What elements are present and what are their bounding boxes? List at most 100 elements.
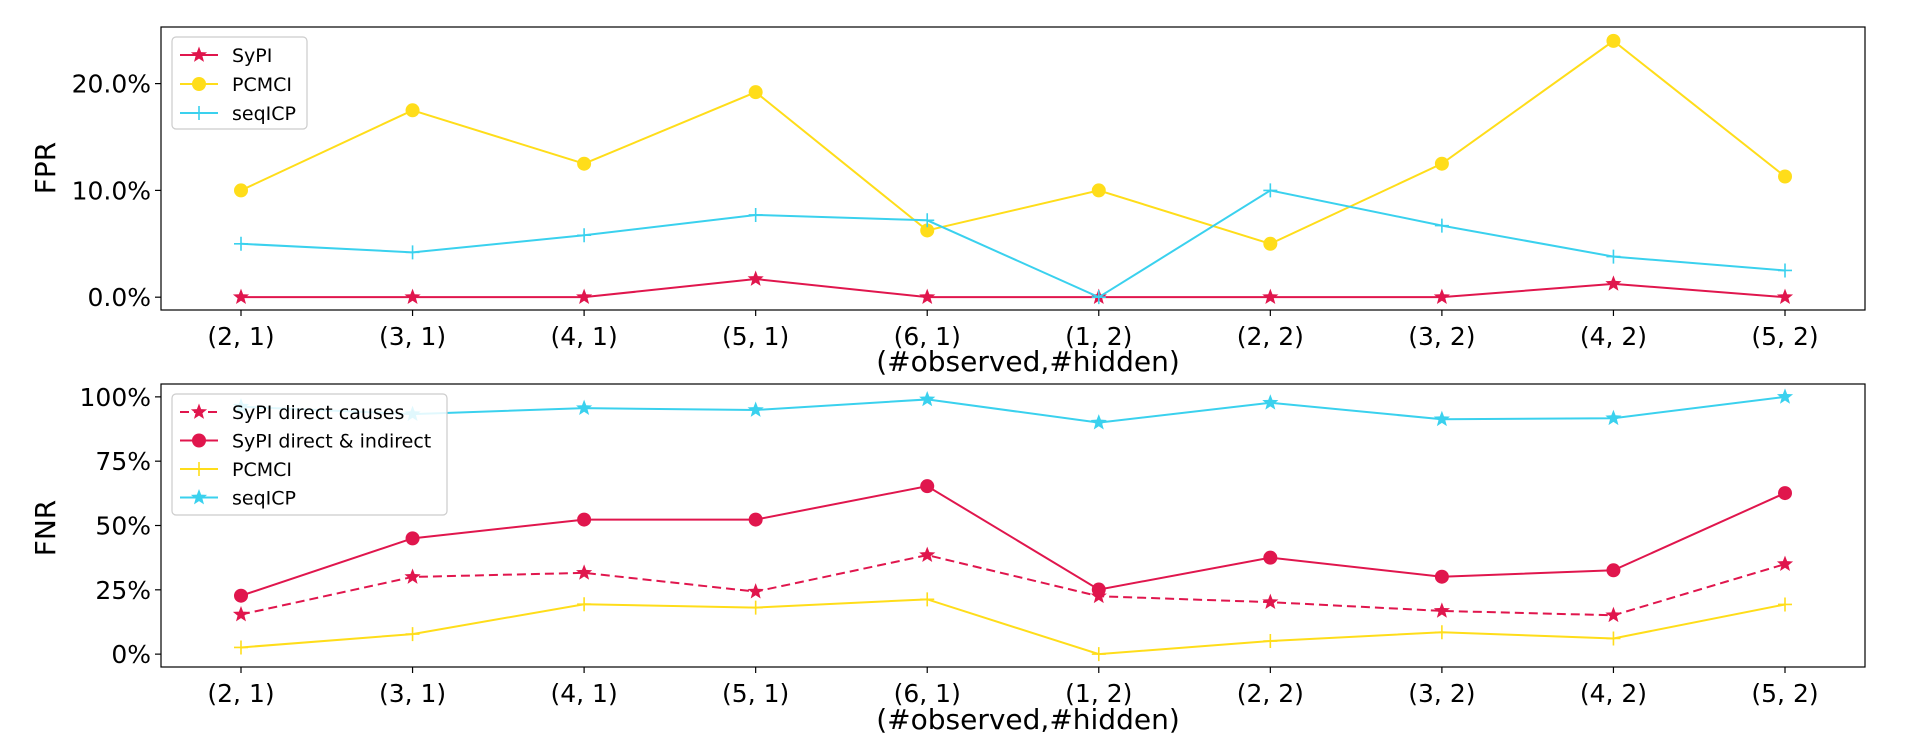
fnr-legend-marker — [192, 433, 206, 448]
fpr-sypi-point — [1433, 288, 1450, 305]
fnr-sypi-direct-causes-point — [747, 583, 764, 599]
fpr-pcmci-point — [1606, 33, 1621, 48]
fnr-series-seqicp — [232, 388, 1794, 430]
fpr-sypi-point — [747, 270, 764, 286]
fnr-seqicp-point — [1776, 388, 1794, 404]
fnr-sypi-direct-causes-point — [404, 568, 421, 584]
fnr-legend-marker — [192, 462, 206, 476]
fpr-panel: 0.0%10.0%20.0% (2, 1) (3, 1) (4, 1) (5, 1)(… — [29, 26, 1866, 378]
fnr-x-tick-label: (4, 2) — [1580, 679, 1647, 708]
fnr-seqicp-point — [1433, 410, 1450, 427]
fnr-legend-box — [171, 393, 448, 516]
fnr-seqicp-point — [747, 401, 764, 417]
fnr-panel: 0% 25% 50% 75% 100% (2, 1) (3, 1) (4, 1) (5, 1)… — [29, 383, 1866, 736]
fnr-series-layer — [232, 388, 1794, 662]
fnr-y-ticks: 0% 25% 50% 75% 100% — [80, 383, 161, 669]
fpr-y-tick-label: 10.0% — [72, 176, 151, 205]
fnr-series-pcmci — [234, 592, 1792, 662]
fnr-pcmci-point — [920, 592, 935, 607]
fnr-pcmci-point — [1606, 631, 1621, 646]
fpr-seqicp-point — [405, 245, 420, 260]
fnr-sypi-direct-indirect-point — [1091, 582, 1106, 597]
fnr-sypi-direct-causes-line — [240, 554, 1786, 617]
fnr-pcmci-point — [1091, 647, 1106, 662]
fnr-sypi-direct-causes-point — [1776, 555, 1794, 571]
fpr-series-pcmci — [234, 33, 1792, 251]
fpr-legend-entry: SyPI — [180, 45, 272, 67]
fnr-sypi-direct-indirect-line — [240, 485, 1786, 597]
fpr-series-seqicp — [234, 183, 1792, 305]
fnr-x-axis-label: (#observed,#hidden) — [876, 703, 1180, 736]
fpr-y-ticks: 0.0% 10.0% 20.0% — [72, 70, 161, 312]
fnr-sypi-direct-causes-point — [232, 606, 250, 622]
fpr-sypi-point — [1776, 288, 1794, 305]
fnr-pcmci-line — [240, 598, 1786, 656]
fpr-seqicp-point — [234, 236, 248, 251]
fpr-seqicp-point — [1606, 249, 1621, 264]
fpr-y-tick-label: 0.0% — [87, 283, 151, 312]
fnr-x-tick-label: (2, 2) — [1237, 679, 1304, 708]
fpr-x-tick-label: (5, 1) — [722, 322, 789, 351]
fnr-legend-entry: SyPI direct & indirect — [180, 431, 431, 453]
fnr-sypi-direct-indirect-point — [234, 588, 248, 603]
fnr-seqicp-line — [240, 395, 1786, 424]
fnr-sypi-direct-causes-point — [1433, 602, 1450, 618]
fpr-legend-box — [171, 36, 308, 130]
fpr-seqicp-point — [1263, 183, 1278, 198]
fnr-x-tick-label: (1, 2) — [1065, 679, 1132, 708]
fnr-sypi-direct-indirect-point — [1263, 550, 1278, 565]
fnr-x-tick-label: (5, 1) — [722, 679, 789, 708]
fpr-series-layer — [232, 33, 1794, 305]
fpr-legend-label: seqICP — [232, 103, 296, 125]
fpr-seqicp-point — [1778, 263, 1792, 278]
fnr-seqicp-point — [1090, 414, 1107, 430]
fnr-seqicp-point — [1262, 394, 1279, 410]
fnr-legend-marker — [190, 403, 208, 419]
fnr-series-sypi-direct-indirect — [234, 479, 1792, 603]
fpr-x-tick-label: (2, 2) — [1237, 322, 1304, 351]
fnr-series-sypi-direct-causes — [232, 546, 1794, 623]
fpr-x-tick-label: (1, 2) — [1065, 322, 1132, 351]
fpr-x-tick-label: (4, 2) — [1580, 322, 1647, 351]
fpr-sypi-line — [241, 278, 1786, 299]
fnr-sypi-direct-indirect-point — [920, 479, 935, 494]
fpr-pcmci-point — [1091, 183, 1106, 198]
fnr-sypi-direct-causes-point — [576, 564, 593, 580]
fpr-pcmci-point — [577, 156, 592, 171]
fpr-pcmci-point — [1263, 236, 1278, 251]
fnr-seqicp-point — [1605, 409, 1622, 426]
fnr-pcmci-point — [1778, 597, 1792, 612]
fnr-x-tick-label: (3, 1) — [379, 679, 446, 708]
fpr-legend-entry: PCMCI — [180, 74, 292, 96]
fpr-series-sypi — [232, 270, 1794, 305]
fnr-legend-entry: seqICP — [180, 488, 296, 510]
fpr-x-tick-label: (6, 1) — [894, 322, 961, 351]
fpr-plot-frame — [160, 26, 1866, 311]
fnr-sypi-direct-indirect-point — [1778, 486, 1792, 501]
fpr-pcmci-line — [240, 39, 1786, 245]
fnr-pcmci-point — [748, 600, 763, 615]
fpr-legend-marker — [192, 77, 206, 91]
fnr-legend-marker — [190, 489, 208, 505]
fpr-legend-marker — [192, 106, 206, 120]
fnr-y-tick-label: 50% — [95, 512, 151, 541]
fnr-legend: SyPI direct causes SyPI direct & indirect… — [171, 393, 448, 516]
fnr-y-tick-label: 100% — [80, 383, 151, 412]
fnr-pcmci-point — [577, 597, 592, 612]
fpr-y-axis-label: FPR — [29, 142, 62, 194]
fnr-seqicp-point — [576, 399, 593, 416]
fnr-x-tick-label: (3, 2) — [1408, 679, 1475, 708]
fpr-legend: SyPI PCMCI seqICP — [171, 36, 308, 130]
fpr-seqicp-point — [748, 207, 763, 222]
fnr-sypi-direct-causes-point — [1262, 593, 1279, 610]
fpr-pcmci-point — [1434, 156, 1449, 171]
fnr-sypi-direct-indirect-point — [1434, 569, 1449, 584]
fnr-pcmci-point — [405, 627, 420, 642]
fnr-pcmci-point — [1263, 634, 1278, 649]
fpr-pcmci-point — [405, 103, 420, 118]
fpr-legend-label: SyPI — [232, 45, 272, 67]
fpr-x-tick-label: (2, 1) — [207, 322, 274, 351]
fnr-legend-entry: SyPI direct causes — [180, 402, 404, 424]
fpr-sypi-point — [919, 288, 936, 305]
fpr-seqicp-point — [577, 228, 592, 243]
